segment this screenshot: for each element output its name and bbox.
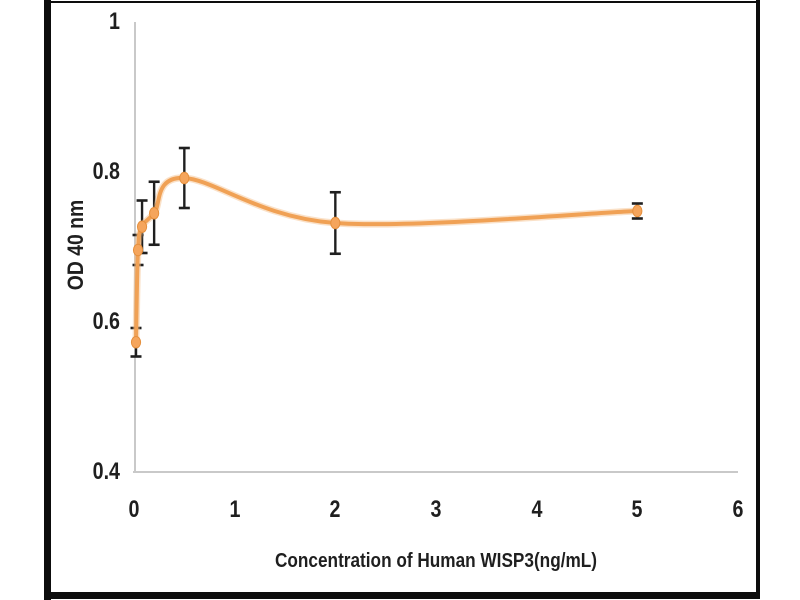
- data-point-marker: [632, 204, 643, 218]
- data-point-marker: [136, 220, 148, 234]
- x-tick-label: 4: [531, 496, 543, 523]
- data-point-marker: [130, 335, 142, 349]
- x-tick-label: 2: [329, 496, 341, 523]
- x-tick-label: 3: [430, 496, 442, 523]
- y-tick-label: 0.4: [92, 458, 120, 485]
- data-point-marker: [179, 171, 190, 185]
- series-line: [132, 174, 641, 346]
- data-point-marker: [330, 216, 341, 230]
- data-markers: [130, 171, 643, 349]
- y-tick-label: 0.6: [92, 308, 120, 335]
- frame-border-right: [756, 0, 760, 599]
- x-tick-label: 1: [229, 496, 241, 523]
- x-tick-label: 0: [128, 496, 140, 523]
- error-bars: [130, 146, 643, 358]
- data-point-marker: [132, 243, 144, 257]
- series-line-halo: [132, 174, 641, 346]
- y-axis-title: OD 40 nm: [63, 199, 88, 291]
- y-tick-label: 0.8: [92, 158, 120, 185]
- x-tick-label: 5: [631, 496, 643, 523]
- data-point-marker: [149, 206, 160, 220]
- frame-border-top: [44, 1, 760, 3]
- frame-border-left: [44, 0, 51, 600]
- axis-lines: [133, 22, 738, 473]
- frame-border-bottom: [44, 592, 760, 599]
- y-tick-label: 1: [109, 8, 120, 35]
- x-axis-title: Concentration of Human WISP3(ng/mL): [274, 550, 598, 572]
- series-line-path: [134, 175, 640, 345]
- x-tick-label: 6: [732, 496, 744, 523]
